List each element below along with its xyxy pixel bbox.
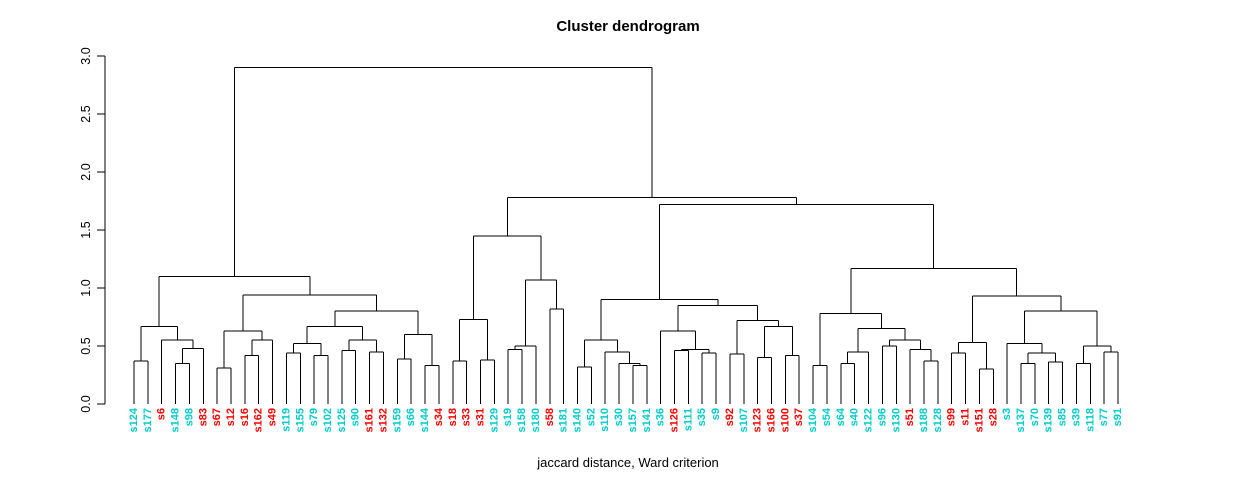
chart-title: Cluster dendrogram xyxy=(556,18,699,35)
y-tick-label: 2.5 xyxy=(79,105,93,122)
y-axis: 0.0 0.5 1.0 1.5 2.0 2.5 3.0 xyxy=(79,47,106,413)
leaf-label: s39 xyxy=(1070,408,1082,426)
leaf-label: s91 xyxy=(1112,408,1124,426)
leaf-label: s52 xyxy=(585,408,597,426)
leaf-label: s104 xyxy=(807,407,819,432)
leaf-label: s30 xyxy=(613,408,625,426)
y-tick-label: 0.0 xyxy=(79,395,93,412)
leaf-label: s54 xyxy=(821,407,833,426)
leaf-label: s58 xyxy=(544,408,556,426)
leaf-label: s40 xyxy=(849,408,861,426)
leaf-label: s161 xyxy=(364,408,376,432)
leaf-label: s124 xyxy=(128,407,140,432)
leaf-label: s119 xyxy=(280,408,292,432)
leaf-label: s148 xyxy=(170,408,182,432)
leaf-label: s34 xyxy=(433,407,445,426)
leaf-label: s158 xyxy=(516,408,528,432)
leaf-label: s90 xyxy=(350,408,362,426)
y-tick-label: 2.0 xyxy=(79,163,93,180)
leaf-label: s67 xyxy=(211,408,223,426)
leaf-labels: s124 s177 s6 s148 s98 s83 s67 s12 s16 s162 s49 s119… xyxy=(128,407,1124,432)
leaf-label: s122 xyxy=(863,408,875,432)
y-tick-label: 3.0 xyxy=(79,47,93,64)
leaf-label: s37 xyxy=(793,408,805,426)
leaf-label: s83 xyxy=(197,408,209,426)
leaf-label: s162 xyxy=(253,408,265,432)
leaf-label: s137 xyxy=(1015,408,1027,432)
leaf-label: s28 xyxy=(987,408,999,426)
leaf-label: s36 xyxy=(655,408,667,426)
leaf-label: s85 xyxy=(1057,408,1069,426)
y-tick-label: 1.0 xyxy=(79,279,93,296)
leaf-label: s118 xyxy=(1084,408,1096,432)
leaf-label: s180 xyxy=(530,408,542,432)
leaf-label: s102 xyxy=(322,408,334,432)
leaf-label: s155 xyxy=(294,408,306,432)
leaf-label: s11 xyxy=(960,408,972,426)
leaf-label: s107 xyxy=(738,408,750,432)
leaf-label: s151 xyxy=(973,408,985,432)
leaf-label: s6 xyxy=(156,408,168,420)
leaf-label: s188 xyxy=(918,408,930,432)
leaf-label: s79 xyxy=(308,408,320,426)
leaf-label: s18 xyxy=(447,408,459,426)
leaf-label: s51 xyxy=(904,408,916,426)
leaf-label: s100 xyxy=(779,408,791,432)
leaf-label: s177 xyxy=(142,408,154,432)
leaf-label: s16 xyxy=(239,408,251,426)
leaf-label: s132 xyxy=(377,408,389,432)
leaf-label: s159 xyxy=(391,408,403,432)
leaf-label: s130 xyxy=(890,408,902,432)
leaf-label: s140 xyxy=(571,408,583,432)
leaf-label: s33 xyxy=(461,408,473,426)
leaf-label: s64 xyxy=(835,407,847,426)
leaf-label: s166 xyxy=(766,408,778,432)
leaf-label: s96 xyxy=(876,408,888,426)
leaf-label: s123 xyxy=(752,408,764,432)
leaf-label: s129 xyxy=(488,408,500,432)
leaf-label: s141 xyxy=(641,408,653,432)
leaf-label: s111 xyxy=(682,408,694,431)
leaf-label: s128 xyxy=(932,408,944,432)
leaf-label: s98 xyxy=(183,408,195,426)
leaf-label: s126 xyxy=(669,408,681,432)
leaf-label: s12 xyxy=(225,408,237,426)
leaf-label: s31 xyxy=(474,408,486,426)
leaf-label: s125 xyxy=(336,408,348,432)
leaf-label: s92 xyxy=(724,408,736,426)
leaf-label: s66 xyxy=(405,408,417,426)
leaf-label: s49 xyxy=(267,408,279,426)
y-tick-label: 0.5 xyxy=(79,337,93,354)
leaf-label: s9 xyxy=(710,408,722,420)
leaf-label: s70 xyxy=(1029,408,1041,426)
leaf-label: s157 xyxy=(627,408,639,432)
leaf-label: s77 xyxy=(1098,408,1110,426)
leaf-label: s19 xyxy=(502,408,514,426)
leaf-label: s110 xyxy=(599,408,611,432)
leaf-label: s99 xyxy=(946,408,958,426)
leaf-label: s139 xyxy=(1043,408,1055,432)
leaf-label: s144 xyxy=(419,407,431,432)
leaf-label: s181 xyxy=(558,408,570,432)
x-axis-label: jaccard distance, Ward criterion xyxy=(536,455,719,470)
leaf-label: s3 xyxy=(1001,408,1013,420)
leaf-label: s35 xyxy=(696,408,708,426)
dendrogram-tree xyxy=(133,67,1119,404)
y-tick-label: 1.5 xyxy=(79,221,93,238)
